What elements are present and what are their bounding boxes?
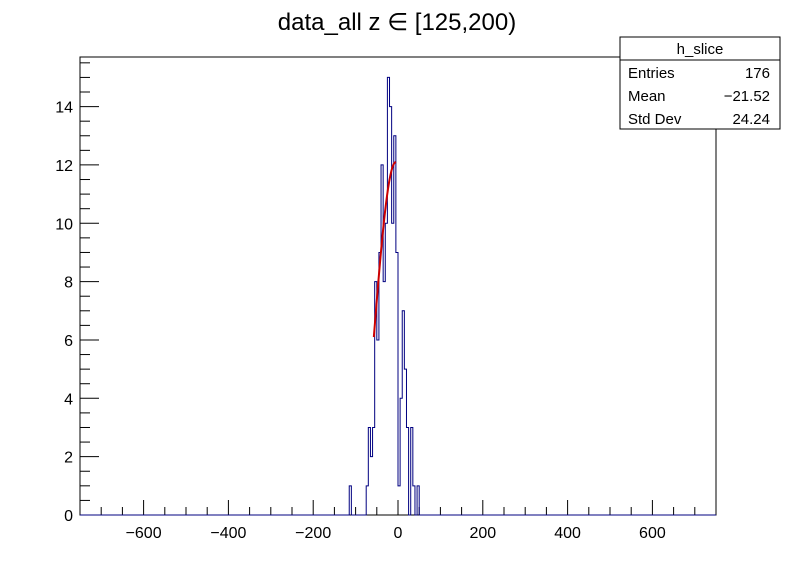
y-axis: 0 2 4 6 8 10 12 14 bbox=[55, 62, 99, 525]
stats-box: h_slice Entries 176 Mean −21.52 Std Dev … bbox=[619, 36, 781, 130]
histogram-series bbox=[80, 76, 716, 516]
histogram-bin bbox=[349, 486, 351, 515]
x-axis: −600 −400 −200 0 200 400 600 bbox=[100, 500, 696, 542]
histogram-bin bbox=[366, 486, 368, 515]
x-tick-label: 200 bbox=[469, 525, 496, 542]
histogram-bin bbox=[383, 282, 385, 515]
y-tick-label: 12 bbox=[55, 158, 73, 175]
histogram-bin bbox=[373, 427, 375, 515]
histogram-bin bbox=[392, 223, 394, 515]
histogram-bin bbox=[381, 165, 383, 515]
histogram-bin bbox=[398, 486, 400, 515]
x-tick-label: −400 bbox=[210, 525, 246, 542]
stats-mean-value: −21.52 bbox=[724, 88, 770, 105]
x-tick-label: −200 bbox=[295, 525, 331, 542]
fit-line bbox=[372, 161, 397, 338]
histogram-bin bbox=[396, 252, 398, 515]
histogram-bin bbox=[413, 486, 415, 515]
y-tick-label: 8 bbox=[64, 275, 73, 292]
histogram-bin bbox=[379, 252, 381, 515]
stats-entries-value: 176 bbox=[745, 65, 770, 82]
stats-stddev-value: 24.24 bbox=[732, 111, 770, 128]
y-tick-label: 14 bbox=[55, 100, 73, 117]
histogram-bin bbox=[377, 340, 379, 515]
histogram-bin bbox=[411, 427, 413, 515]
histogram-bin bbox=[417, 486, 419, 515]
histogram-bin bbox=[402, 311, 404, 515]
stats-entries-label: Entries bbox=[628, 65, 675, 82]
chart-title: data_all z ∈ [125,200) bbox=[278, 9, 516, 36]
y-tick-label: 0 bbox=[64, 508, 73, 525]
y-tick-label: 2 bbox=[64, 450, 73, 467]
stats-box-frame bbox=[619, 36, 781, 130]
x-tick-label: −600 bbox=[126, 525, 162, 542]
fit-curve bbox=[372, 161, 397, 338]
histogram-bin bbox=[400, 398, 402, 515]
histogram-bin bbox=[394, 136, 396, 515]
histogram-outline bbox=[80, 76, 716, 516]
stats-mean-label: Mean bbox=[628, 88, 666, 105]
stats-box-title: h_slice bbox=[677, 41, 724, 58]
histogram-bin bbox=[370, 457, 372, 515]
x-tick-label: 600 bbox=[639, 525, 666, 542]
histogram-bin bbox=[368, 427, 370, 515]
x-tick-label: 0 bbox=[394, 525, 403, 542]
y-tick-label: 10 bbox=[55, 216, 73, 233]
x-tick-label: 400 bbox=[554, 525, 581, 542]
histogram-bin bbox=[406, 427, 408, 515]
y-tick-label: 4 bbox=[64, 391, 73, 408]
y-tick-label: 6 bbox=[64, 333, 73, 350]
histogram-bin bbox=[404, 369, 406, 515]
histogram-bin bbox=[385, 223, 387, 515]
stats-stddev-label: Std Dev bbox=[628, 111, 682, 128]
histogram-bin bbox=[387, 77, 389, 515]
